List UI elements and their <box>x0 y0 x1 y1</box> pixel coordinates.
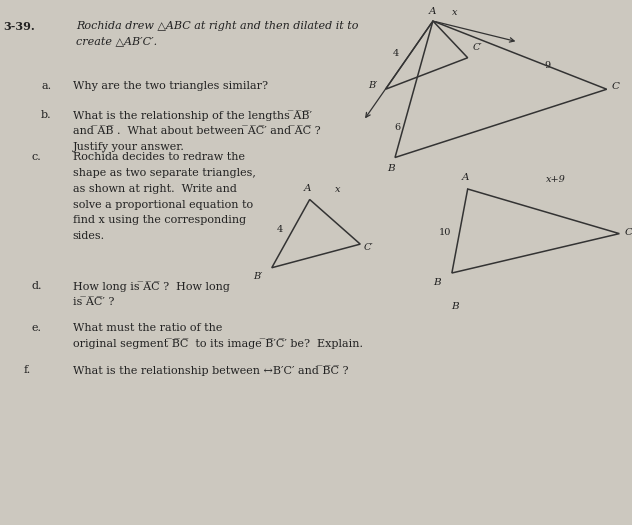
Text: as shown at right.  Write and: as shown at right. Write and <box>73 184 236 194</box>
Text: C: C <box>624 227 632 237</box>
Text: B′: B′ <box>253 272 263 281</box>
Text: 6: 6 <box>394 122 400 132</box>
Text: How long is ̅A̅C̅ ?  How long: How long is ̅A̅C̅ ? How long <box>73 281 229 291</box>
Text: solve a proportional equation to: solve a proportional equation to <box>73 200 253 209</box>
Text: 3-39.: 3-39. <box>3 21 35 32</box>
Text: f.: f. <box>24 365 31 375</box>
Text: x: x <box>335 185 340 194</box>
Text: is ̅A̅C̅′ ?: is ̅A̅C̅′ ? <box>73 297 114 307</box>
Text: c.: c. <box>32 152 41 162</box>
Text: B: B <box>387 164 394 173</box>
Text: C′: C′ <box>364 243 374 253</box>
Text: A: A <box>429 7 437 16</box>
Text: b.: b. <box>41 110 52 120</box>
Text: A: A <box>462 173 470 182</box>
Text: e.: e. <box>32 323 42 333</box>
Text: C′: C′ <box>473 44 482 52</box>
Text: What is the relationship between ↔B′C′ and ̅B̅C̅ ?: What is the relationship between ↔B′C′ a… <box>73 365 348 375</box>
Text: What must the ratio of the: What must the ratio of the <box>73 323 222 333</box>
Text: A: A <box>304 184 312 193</box>
Text: create △AB′C′.: create △AB′C′. <box>76 37 157 47</box>
Text: d.: d. <box>32 281 42 291</box>
Text: Rochida drew △ABC at right and then dilated it to: Rochida drew △ABC at right and then dila… <box>76 21 358 31</box>
Text: C: C <box>612 82 620 91</box>
Text: B: B <box>451 302 459 311</box>
Text: Justify your answer.: Justify your answer. <box>73 142 185 152</box>
Text: 9: 9 <box>545 61 551 70</box>
Text: find x using the corresponding: find x using the corresponding <box>73 215 246 225</box>
Text: sides.: sides. <box>73 231 105 241</box>
Text: original segment ̅B̅C̅  to its image ̅B̅′C̅′ be?  Explain.: original segment ̅B̅C̅ to its image ̅B̅′… <box>73 339 363 349</box>
Text: x: x <box>453 8 458 17</box>
Text: B′: B′ <box>368 80 378 90</box>
Text: shape as two separate triangles,: shape as two separate triangles, <box>73 168 255 178</box>
Text: a.: a. <box>41 81 51 91</box>
Text: x+9: x+9 <box>546 175 566 184</box>
Text: 10: 10 <box>439 228 451 237</box>
Text: 4: 4 <box>393 49 399 58</box>
Text: B: B <box>434 278 441 287</box>
Text: What is the relationship of the lengths ̅A̅B̅′: What is the relationship of the lengths … <box>73 110 312 121</box>
Text: 4: 4 <box>277 225 283 234</box>
Text: Rochida decides to redraw the: Rochida decides to redraw the <box>73 152 245 162</box>
Text: Why are the two triangles similar?: Why are the two triangles similar? <box>73 81 268 91</box>
Text: and ̅A̅B̅ .  What about between ̅A̅C̅′ and ̅A̅C̅ ?: and ̅A̅B̅ . What about between ̅A̅C̅′ an… <box>73 126 320 136</box>
